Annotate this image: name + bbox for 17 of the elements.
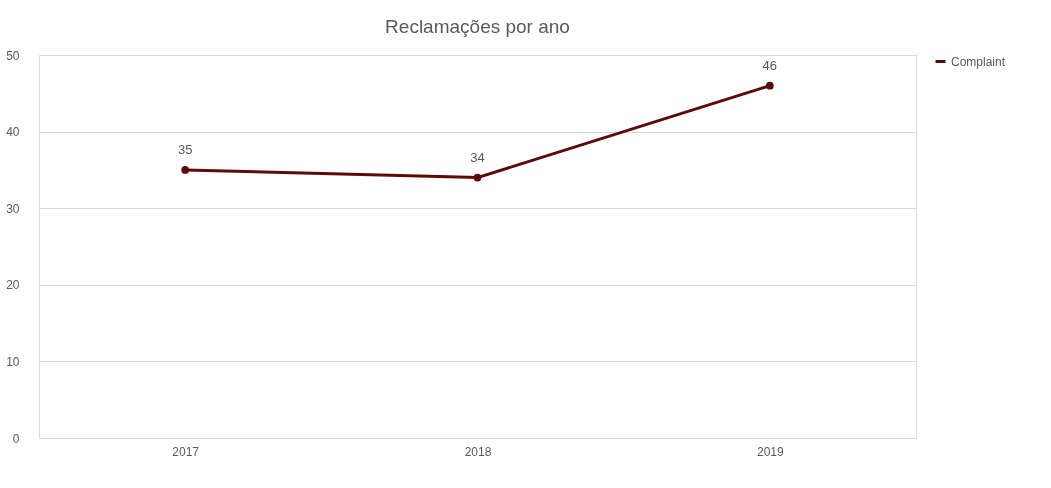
x-tick-label: 2017 (172, 444, 200, 459)
legend-label: Complaint (951, 54, 1006, 69)
point (765, 81, 774, 90)
y-tick-label: 30 (6, 201, 20, 216)
chart-title: Reclamações por ano (385, 16, 570, 37)
data-label: 34 (470, 149, 485, 165)
point (473, 173, 482, 182)
x-tick-label: 2018 (464, 444, 492, 459)
data-label: 46 (762, 57, 778, 73)
y-tick-label: 10 (6, 354, 20, 369)
x-tick-label: 2019 (756, 444, 784, 459)
y-tick-label: 20 (6, 278, 20, 293)
y-tick-label: 40 (6, 125, 20, 140)
point (181, 166, 190, 174)
y-tick-label: 0 (12, 431, 20, 446)
data-label: 35 (177, 141, 193, 157)
y-tick-label: 50 (6, 48, 20, 63)
